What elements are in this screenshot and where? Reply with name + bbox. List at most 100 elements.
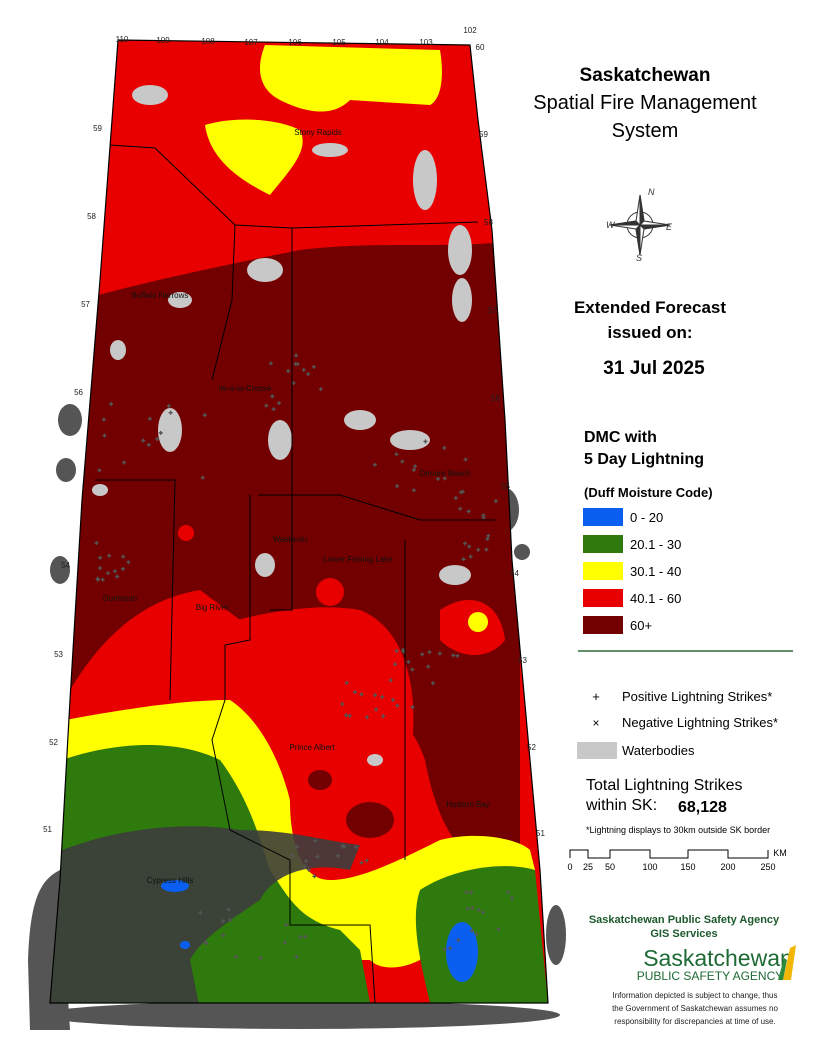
title: Spatial Fire Management xyxy=(533,92,757,114)
lightning-strike xyxy=(423,439,428,444)
latitude-label: 52 xyxy=(49,738,58,747)
symbol: × xyxy=(592,716,599,730)
scale-unit: KM xyxy=(773,848,787,858)
lightning-strike xyxy=(470,905,475,910)
lightning-strike xyxy=(372,462,377,467)
scale-bar xyxy=(569,849,769,859)
lightning-strike xyxy=(146,442,151,447)
latitude-label: 58 xyxy=(87,212,96,221)
disclaimer: Information depicted is subject to chang… xyxy=(613,991,778,1000)
lightning-strike xyxy=(115,574,120,579)
lightning-strike xyxy=(147,416,152,421)
logo-text: PUBLIC SAFETY AGENCY xyxy=(637,969,784,983)
scale-label: 250 xyxy=(760,862,775,872)
legend-title: DMC with xyxy=(584,429,657,446)
place-label: Dorintosh xyxy=(103,594,137,603)
lightning-strike xyxy=(359,860,364,865)
lightning-strike xyxy=(120,566,125,571)
latitude-label: 53 xyxy=(518,656,527,665)
lightning-strike xyxy=(200,475,205,480)
lightning-strike xyxy=(373,693,378,698)
lightning-strike xyxy=(481,515,486,520)
lightning-strike xyxy=(476,908,481,913)
latitude-label: 56 xyxy=(74,388,83,397)
lightning-strike xyxy=(486,533,491,538)
lightning-strike xyxy=(301,367,306,372)
latitude-label: 53 xyxy=(54,650,63,659)
legend-swatch xyxy=(583,508,623,526)
lightning-strike xyxy=(352,690,357,695)
scale-label: 0 xyxy=(567,862,572,872)
lightning-strike xyxy=(463,541,468,546)
lightning-strike xyxy=(100,577,105,582)
lightning-strike xyxy=(395,483,400,488)
lightning-strike xyxy=(464,890,469,895)
latitude-label: 55 xyxy=(501,482,510,491)
symbol-swatch xyxy=(577,742,617,759)
lightning-strike xyxy=(282,940,287,945)
lightning-strike xyxy=(484,547,489,552)
latitude-label: 54 xyxy=(510,569,519,578)
lightning-strike xyxy=(380,694,385,699)
lightning-strike xyxy=(451,653,456,658)
lightning-strike xyxy=(411,467,416,472)
lightning-strike xyxy=(294,954,299,959)
lightning-strike xyxy=(228,918,233,923)
lightning-strike xyxy=(121,554,126,559)
lightning-strike xyxy=(470,928,475,933)
lightning-strike xyxy=(312,874,317,879)
lightning-strike xyxy=(97,468,102,473)
place-label: Lower Fishing Lake xyxy=(323,555,393,564)
latitude-label: 58 xyxy=(484,218,493,227)
lightning-strike xyxy=(456,938,461,943)
lightning-strike xyxy=(342,844,347,849)
strikes-value: 68,128 xyxy=(678,799,727,816)
place-label: Stony Rapids xyxy=(294,128,342,137)
lightning-strike xyxy=(203,940,208,945)
strikes-note: *Lightning displays to 30km outside SK b… xyxy=(586,825,770,835)
lightning-strike xyxy=(410,667,415,672)
lightning-strike xyxy=(98,555,103,560)
lightning-strike xyxy=(466,509,471,514)
lightning-strike xyxy=(221,919,226,924)
lightning-strike xyxy=(390,697,395,702)
forecast-heading: issued on: xyxy=(607,323,692,342)
lightning-strike xyxy=(295,362,300,367)
lightning-strike xyxy=(226,907,231,912)
lightning-strike xyxy=(458,506,463,511)
lightning-strike xyxy=(141,438,146,443)
latitude-label: 60 xyxy=(476,43,485,52)
lightning-strike xyxy=(437,651,442,656)
place-label: Big River xyxy=(196,603,229,612)
lightning-strike xyxy=(359,692,364,697)
lightning-strike xyxy=(493,499,498,504)
lightning-strike xyxy=(168,410,173,415)
logo-text: Saskatchewan xyxy=(643,945,793,971)
lightning-strike xyxy=(107,553,112,558)
legend-label: 30.1 - 40 xyxy=(630,564,681,579)
compass-label: N xyxy=(648,187,655,197)
compass-label: S xyxy=(636,253,642,263)
lightning-strike xyxy=(413,464,418,469)
logo-mark xyxy=(783,945,796,980)
lightning-strike xyxy=(400,459,405,464)
agency-name: Saskatchewan Public Safety Agency xyxy=(589,914,780,926)
disclaimer: the Government of Saskatchewan assumes n… xyxy=(612,1004,778,1013)
lightning-strike xyxy=(410,705,415,710)
scale-label: 25 xyxy=(583,862,593,872)
lightning-strike xyxy=(394,648,399,653)
lightning-strike xyxy=(294,844,299,849)
lightning-strike xyxy=(465,906,470,911)
place-label: Cypress Hills xyxy=(147,876,194,885)
forecast-heading: Extended Forecast xyxy=(574,298,726,317)
longitude-label: 109 xyxy=(156,36,170,45)
lightning-strike xyxy=(510,896,515,901)
lightning-strike xyxy=(436,476,441,481)
lightning-strike xyxy=(461,557,466,562)
lightning-strike xyxy=(485,536,490,541)
lightning-strike xyxy=(442,947,447,952)
lightning-strike xyxy=(304,859,309,864)
legend-label: 20.1 - 30 xyxy=(630,537,681,552)
lightning-strike xyxy=(306,372,311,377)
